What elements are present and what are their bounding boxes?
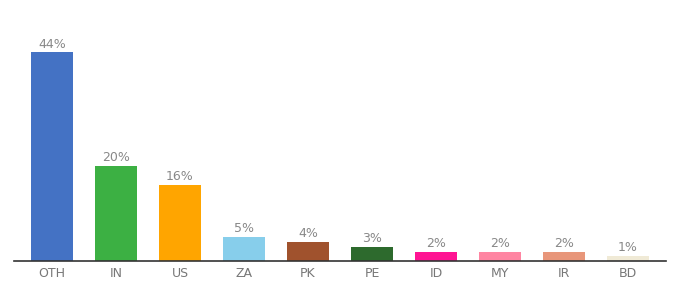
Text: 44%: 44% — [38, 38, 66, 50]
Bar — [543, 251, 585, 261]
Text: 2%: 2% — [490, 237, 510, 250]
Text: 1%: 1% — [618, 242, 638, 254]
Bar — [287, 242, 329, 261]
Bar — [95, 166, 137, 261]
Text: 16%: 16% — [166, 170, 194, 183]
Bar — [479, 251, 521, 261]
Bar — [351, 247, 393, 261]
Text: 2%: 2% — [426, 237, 446, 250]
Bar — [159, 185, 201, 261]
Text: 2%: 2% — [554, 237, 574, 250]
Bar — [607, 256, 649, 261]
Text: 5%: 5% — [234, 222, 254, 236]
Bar — [223, 237, 265, 261]
Text: 4%: 4% — [298, 227, 318, 240]
Text: 3%: 3% — [362, 232, 382, 245]
Bar — [31, 52, 73, 261]
Text: 20%: 20% — [102, 151, 130, 164]
Bar — [415, 251, 457, 261]
